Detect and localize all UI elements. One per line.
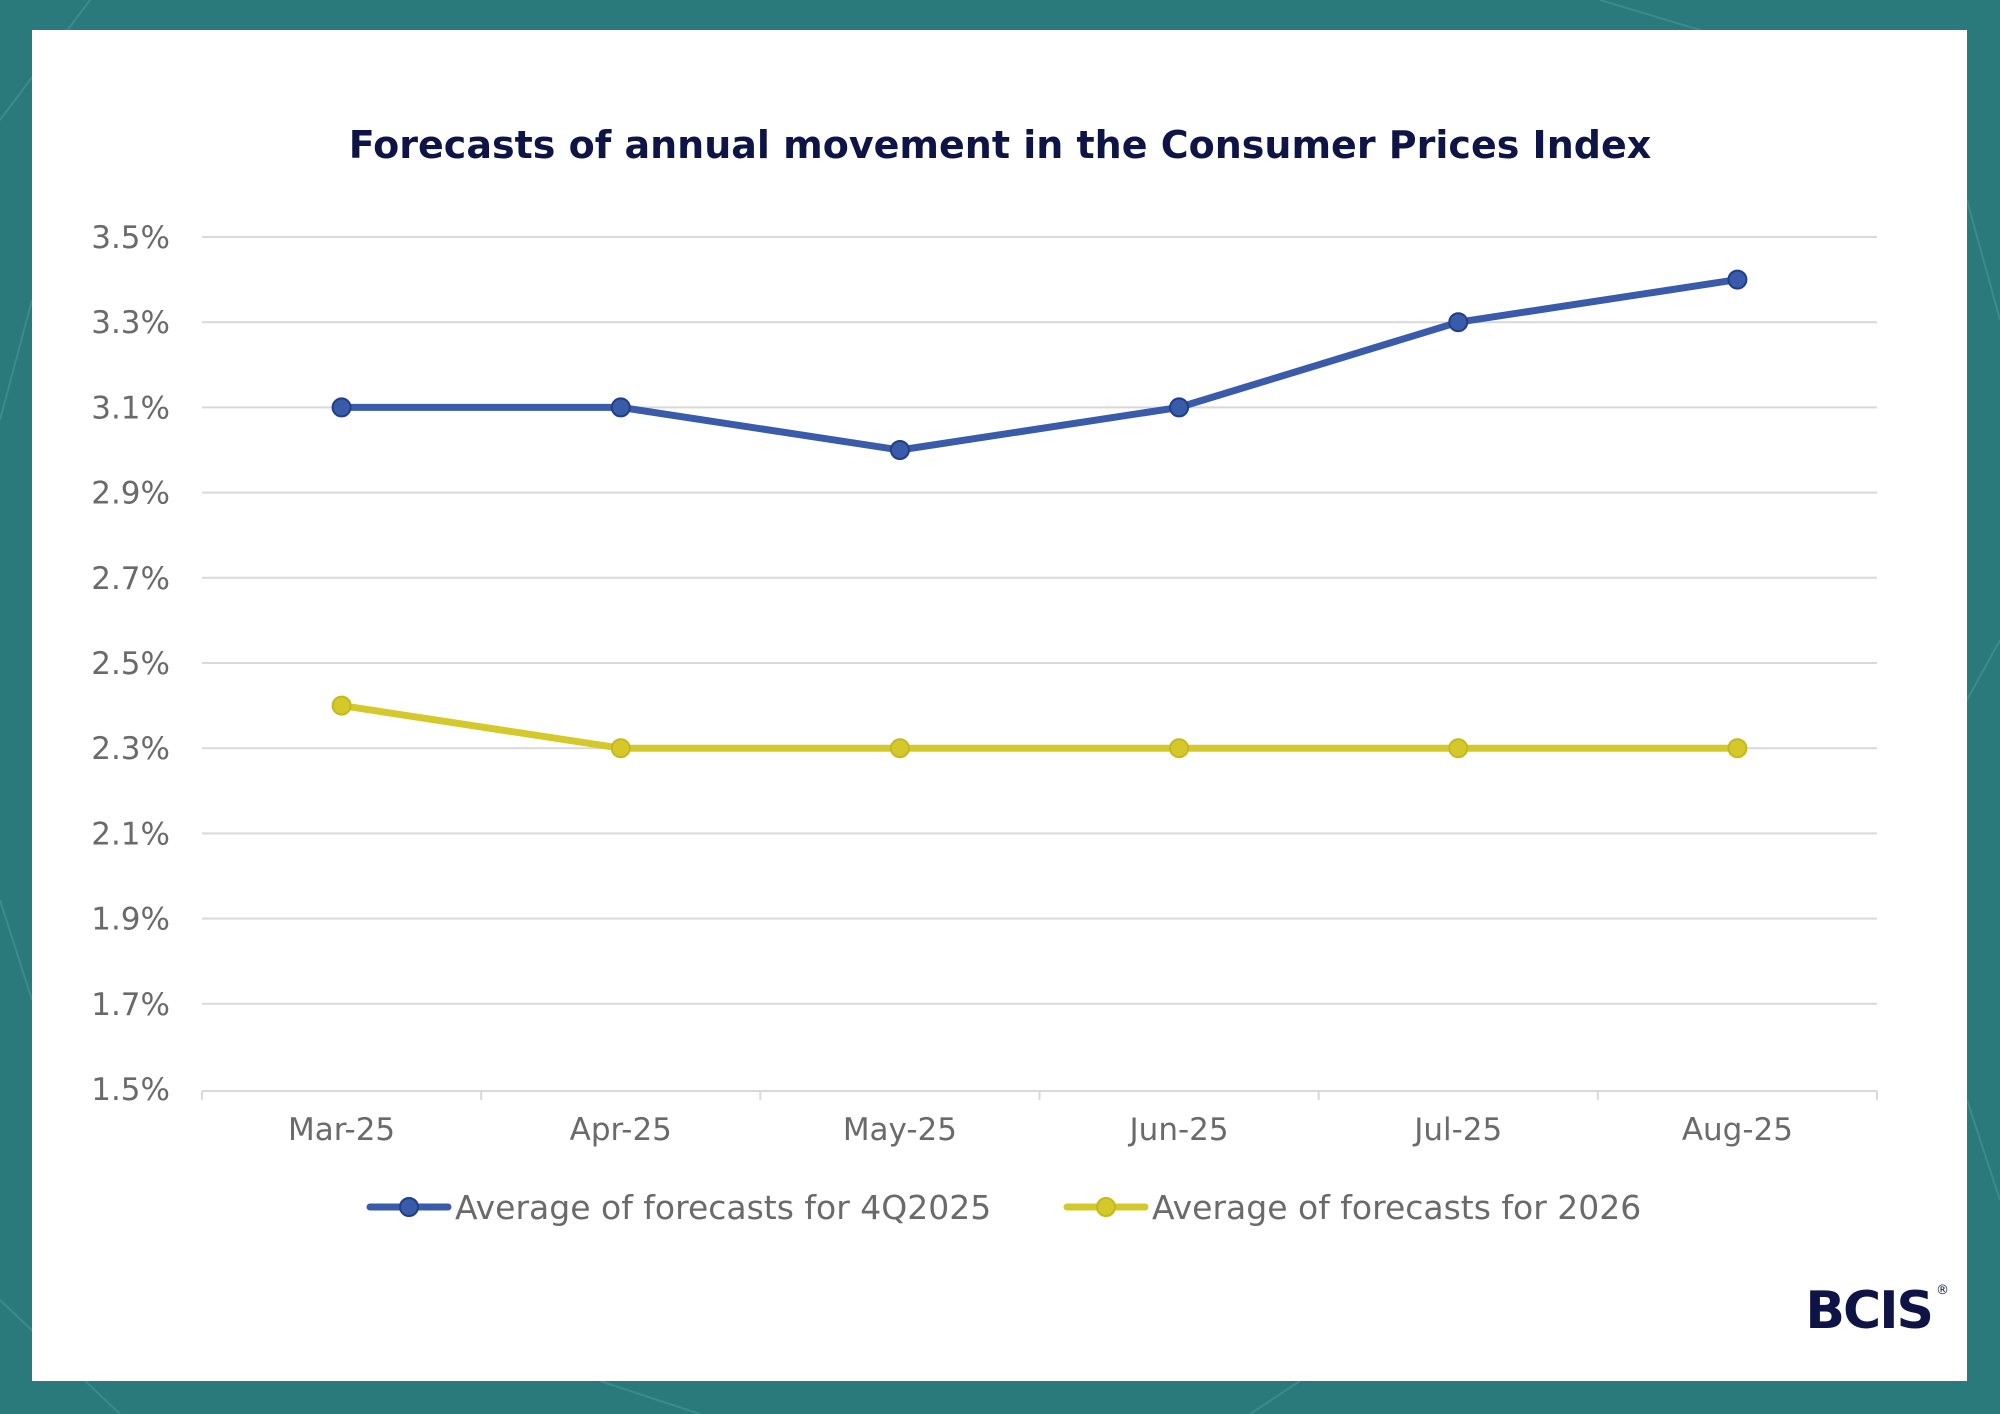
y-axis: 1.5% 1.7% 1.9% 2.1% 2.3% 2.5% 2.7% 2.9% 3.1% 3.3%… xyxy=(91,220,170,1108)
x-axis: Mar-25 Apr-25 May-25 Jun-25 Jul-25 Aug-25 xyxy=(201,1090,1878,1148)
legend-item-1: Average of forecasts for 4Q2025 xyxy=(366,1188,991,1227)
data-point xyxy=(889,440,910,460)
legend-swatch-marker xyxy=(399,1197,419,1217)
data-point xyxy=(1448,312,1469,333)
bcis-logo: BCIS ® xyxy=(1805,1281,1949,1341)
data-point xyxy=(610,397,631,418)
series-2 xyxy=(331,695,1748,759)
data-point xyxy=(889,738,910,759)
line-chart: Forecasts of annual movement in the Cons… xyxy=(91,123,1949,1341)
x-tick-label: Jul-25 xyxy=(1412,1112,1502,1148)
y-tick-label: 1.5% xyxy=(91,1072,170,1108)
y-tick-label: 2.9% xyxy=(91,476,170,512)
legend-label: Average of forecasts for 2026 xyxy=(1152,1188,1641,1227)
series-1 xyxy=(331,269,1748,460)
y-tick-label: 2.7% xyxy=(91,561,170,597)
data-point xyxy=(1169,397,1190,418)
series-line xyxy=(338,276,1741,454)
y-tick-label: 2.5% xyxy=(91,646,170,682)
y-tick-label: 2.1% xyxy=(91,816,170,852)
registered-mark: ® xyxy=(1936,1283,1949,1298)
x-tick-label: May-25 xyxy=(843,1112,957,1148)
data-point xyxy=(331,397,352,418)
chart-title: Forecasts of annual movement in the Cons… xyxy=(349,123,1651,167)
data-point xyxy=(1169,738,1190,759)
y-tick-label: 3.1% xyxy=(91,390,170,426)
legend-label: Average of forecasts for 4Q2025 xyxy=(455,1188,991,1227)
x-tick-label: Jun-25 xyxy=(1128,1112,1229,1148)
chart-card: Forecasts of annual movement in the Cons… xyxy=(32,30,1967,1381)
x-tick-label: Apr-25 xyxy=(570,1112,672,1148)
data-point xyxy=(1727,738,1748,759)
y-tick-label: 1.9% xyxy=(91,902,170,938)
data-point xyxy=(1727,269,1748,290)
x-tick-label: Aug-25 xyxy=(1682,1112,1793,1148)
data-point xyxy=(1448,738,1469,759)
legend-item-2: Average of forecasts for 2026 xyxy=(1063,1188,1641,1227)
y-tick-label: 2.3% xyxy=(91,731,170,767)
legend-swatch-marker xyxy=(1096,1197,1116,1217)
series-line xyxy=(338,702,1741,752)
gridlines xyxy=(202,236,1877,1005)
x-tick-label: Mar-25 xyxy=(288,1112,395,1148)
bcis-logo-text: BCIS xyxy=(1805,1281,1932,1341)
y-tick-label: 3.3% xyxy=(91,305,170,341)
y-tick-label: 1.7% xyxy=(91,987,170,1023)
series xyxy=(331,269,1748,759)
legend: Average of forecasts for 4Q2025 Average o… xyxy=(366,1188,1641,1227)
data-point xyxy=(331,695,352,716)
data-point xyxy=(610,738,631,759)
y-tick-label: 3.5% xyxy=(91,220,170,256)
